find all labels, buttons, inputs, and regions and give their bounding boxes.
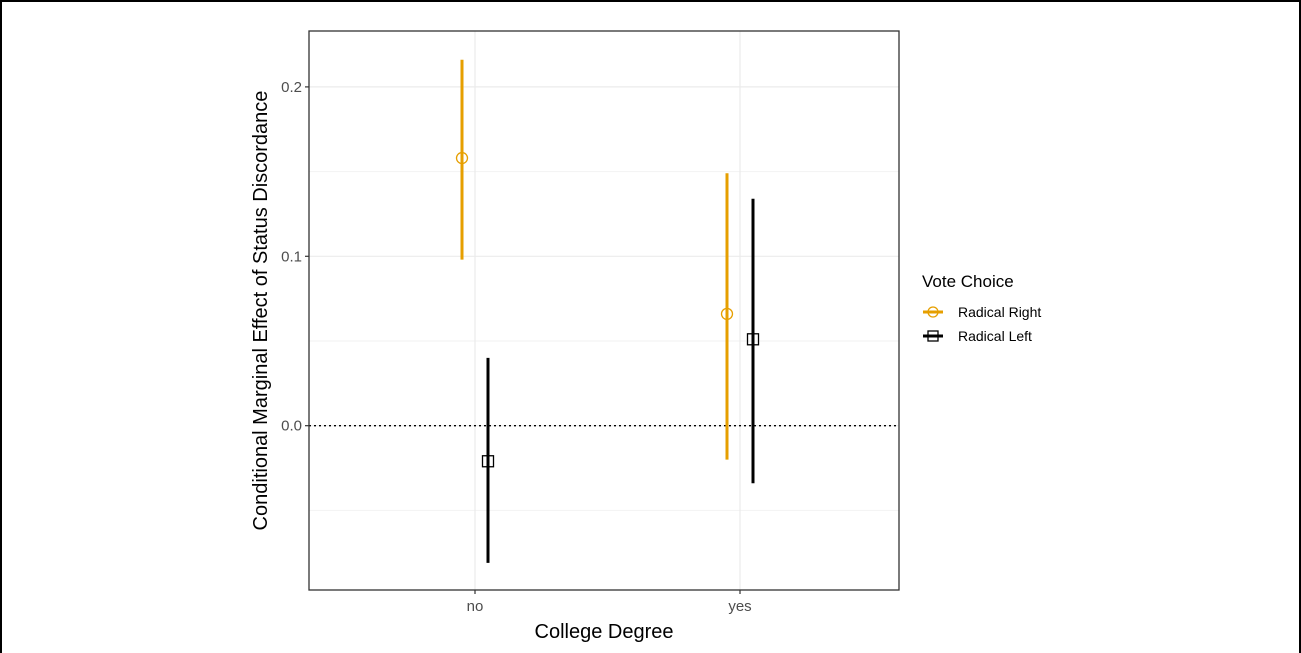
point-radical-left [746,333,760,346]
legend-title: Vote Choice [922,272,1014,291]
point-radical-right [455,151,469,165]
point-radical-right [720,307,734,321]
y-tick-label: 0.0 [281,418,302,435]
x-tick-label: yes [728,598,751,615]
x-tick-label: no [467,598,484,615]
legend-label: Radical Left [958,328,1032,344]
legend-label: Radical Right [958,304,1041,320]
plot-panel [309,31,899,590]
point-radical-left [481,455,495,468]
y-tick-label: 0.1 [281,248,302,265]
y-axis-title: Conditional Marginal Effect of Status Di… [250,91,272,531]
y-tick-label: 0.2 [281,79,302,96]
legend-key-circle [927,306,939,318]
plot-panel-border [308,30,900,591]
legend-key-square [927,330,939,342]
x-axis-title: College Degree [535,621,674,643]
